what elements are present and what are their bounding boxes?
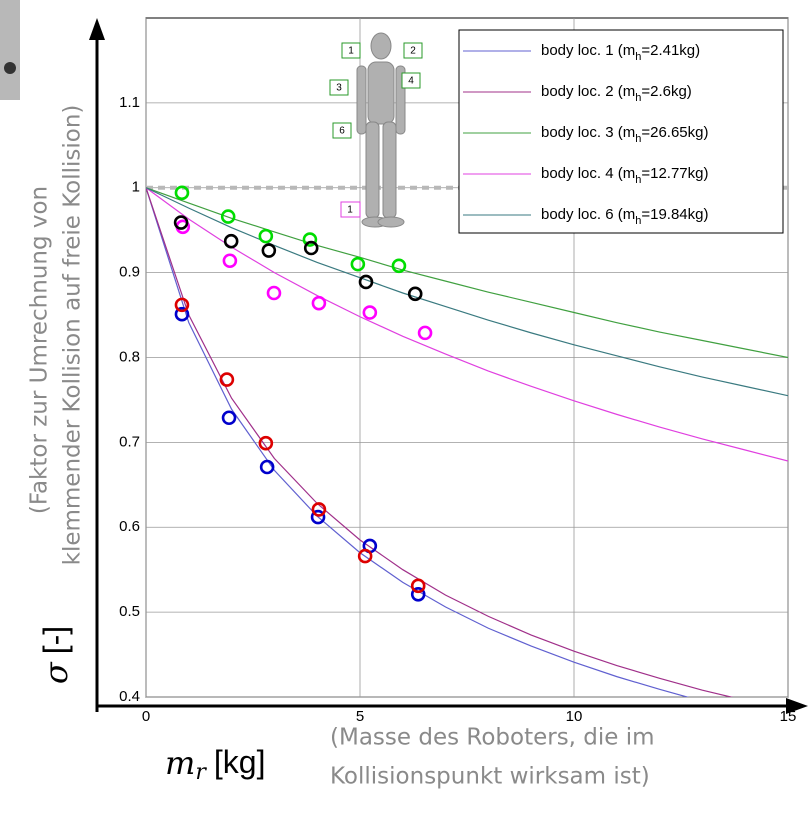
legend-label-part: h (635, 92, 641, 104)
data-point (259, 459, 275, 475)
legend-label-part: h (635, 133, 641, 145)
data-point (174, 297, 190, 313)
figure-label: 1 (348, 46, 354, 57)
legend-label-part: =19.84kg) (641, 206, 708, 223)
x-axis-label: mr [kg] (165, 744, 265, 786)
data-point (303, 240, 319, 256)
y-tick-label: 0.9 (119, 264, 140, 281)
data-point (302, 232, 318, 247)
data-point (173, 215, 189, 230)
legend-label-part: h (635, 174, 641, 186)
figure-label: 6 (339, 126, 345, 137)
legend-label: body loc. 2 (mh=2.6kg) (541, 83, 692, 104)
data-point (266, 285, 282, 301)
legend-label-part: body loc. 1 (m (541, 42, 635, 59)
legend-label-part: h (635, 215, 641, 227)
data-point (219, 372, 235, 387)
y-axis-note: klemmender Kollision auf freie Kollision… (60, 105, 86, 566)
data-point (174, 306, 190, 322)
x-tick-label: 15 (780, 708, 797, 725)
curve (146, 187, 690, 697)
x-tick-label: 0 (142, 708, 150, 725)
photo-fragment (4, 62, 16, 74)
x-tick-label: 10 (566, 708, 583, 725)
arrowhead (786, 698, 808, 714)
legend-label: body loc. 1 (mh=2.41kg) (541, 42, 700, 63)
figure-label: 4 (408, 76, 414, 87)
legend-label-part: body loc. 6 (m (541, 206, 635, 223)
curve (146, 187, 734, 697)
y-unit: [-] (37, 626, 73, 654)
legend-label: body loc. 3 (mh=26.65kg) (541, 124, 708, 145)
legend-label-part: =2.41kg) (641, 42, 700, 59)
data-point (350, 256, 366, 272)
figure-label: 1 (347, 205, 353, 216)
data-point (258, 228, 274, 244)
legend-label: body loc. 4 (mh=12.77kg) (541, 165, 708, 186)
curve (146, 187, 788, 359)
y-tick-label: 1.1 (119, 94, 140, 111)
legend-label-part: body loc. 2 (m (541, 83, 635, 100)
photo-fragment (0, 0, 20, 100)
data-point (223, 233, 239, 249)
legend-label-part: =2.6kg) (641, 83, 691, 100)
data-point (311, 295, 327, 311)
data-point (357, 548, 373, 564)
x-axis-note: Kollisionspunkt wirksam ist) (330, 764, 650, 790)
data-point (417, 325, 433, 341)
y-axis-note: (Faktor zur Umrechnung von (27, 186, 53, 514)
y-tick-label: 0.7 (119, 433, 140, 450)
y-tick-label: 0.5 (119, 603, 140, 620)
x-subscript: r (195, 760, 207, 785)
curve (146, 187, 788, 397)
y-tick-label: 0.4 (119, 688, 140, 705)
legend-label-part: body loc. 4 (m (541, 165, 635, 182)
legend-label-part: =12.77kg) (641, 165, 708, 182)
data-point (362, 305, 378, 320)
y-axis-label: σ [-] (37, 626, 75, 684)
figure-callouts (329, 42, 423, 218)
arrowhead (89, 18, 105, 40)
x-axis-note: (Masse des Roboters, die im (330, 725, 655, 751)
legend-label-part: h (635, 51, 641, 63)
data-point (358, 274, 374, 290)
y-tick-label: 1 (132, 179, 140, 196)
y-symbol: σ (37, 661, 75, 684)
legend-label: body loc. 6 (mh=19.84kg) (541, 206, 708, 227)
mannequin (356, 32, 406, 228)
y-tick-label: 0.6 (119, 518, 140, 535)
data-point (261, 243, 277, 258)
y-tick-label: 0.8 (119, 348, 140, 365)
legend-label-part: =26.65kg) (641, 124, 708, 141)
data-point (310, 509, 326, 525)
curve (146, 187, 788, 462)
legend-box (458, 29, 784, 234)
data-point (174, 185, 190, 201)
x-tick-label: 5 (356, 708, 364, 725)
data-point (410, 587, 426, 602)
data-point (391, 258, 407, 274)
data-point (311, 502, 327, 517)
data-point (407, 286, 423, 302)
figure-label: 3 (336, 83, 342, 94)
x-symbol: m (165, 744, 195, 782)
data-point (222, 253, 238, 269)
data-point (258, 435, 274, 451)
x-unit: [kg] (214, 744, 266, 780)
figure-label: 2 (410, 46, 416, 57)
data-point (220, 209, 236, 224)
legend-label-part: body loc. 3 (m (541, 124, 635, 141)
data-point (221, 410, 237, 426)
data-point (410, 578, 426, 594)
